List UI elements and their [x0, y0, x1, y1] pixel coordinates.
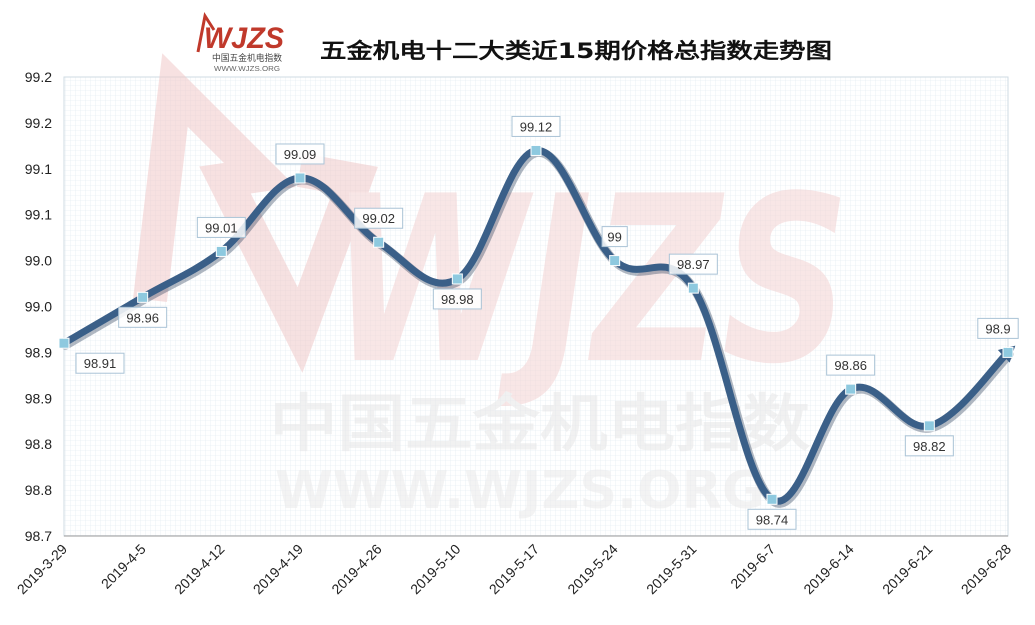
data-point — [687, 282, 699, 294]
data-point — [215, 245, 227, 257]
y-tick-label: 99.2 — [25, 115, 52, 131]
x-tick-label: 2019-5-10 — [407, 541, 464, 598]
x-tick-label: 2019-4-26 — [328, 541, 385, 598]
data-label: 98.86 — [834, 358, 867, 373]
data-label-box — [904, 435, 954, 457]
x-tick-label: 2019-4-12 — [171, 541, 228, 598]
data-point — [609, 255, 621, 267]
data-label-box — [977, 317, 1019, 339]
x-tick-label: 2019-6-14 — [800, 541, 857, 598]
y-tick-label: 99.1 — [25, 161, 52, 177]
data-label: 99.02 — [362, 211, 395, 226]
x-tick-label: 2019-4-5 — [98, 541, 149, 592]
data-label-box — [75, 352, 125, 374]
data-label-box — [747, 508, 797, 530]
logo-url: WWW.WJZS.ORG — [214, 66, 280, 73]
data-label-box — [511, 115, 561, 137]
x-tick-label: 2019-4-19 — [250, 541, 307, 598]
x-axis: 2019-3-29 2019-4-5 2019-4-12 2019-4-19 2019-… — [14, 535, 1015, 598]
y-tick-label: 98.7 — [25, 528, 52, 544]
x-tick-label: 2019-6-28 — [958, 541, 1015, 598]
data-point — [530, 144, 542, 156]
data-label-box — [668, 253, 718, 275]
watermark-arrow — [133, 53, 378, 373]
data-label-box — [275, 143, 325, 165]
data-label: 98.91 — [84, 356, 117, 371]
data-label: 99 — [607, 230, 621, 245]
logo-arrow-icon — [196, 12, 216, 53]
chart-title: 五金机电十二大类近15期价格总指数走势图 — [320, 39, 832, 63]
y-tick-label: 99.0 — [25, 299, 52, 315]
data-label-box — [196, 216, 246, 238]
y-tick-label: 98.9 — [25, 390, 52, 406]
y-tick-label: 99.1 — [25, 207, 52, 223]
data-label: 98.9 — [985, 321, 1010, 336]
data-label: 99.09 — [284, 147, 317, 162]
data-labels: 98.91 98.96 99.01 99.09 99.02 98.98 99.12 99 98.… — [75, 115, 1019, 530]
y-tick-label: 99.2 — [25, 69, 52, 85]
data-point — [1002, 346, 1014, 358]
data-label: 98.98 — [441, 292, 474, 307]
data-label: 98.97 — [677, 257, 710, 272]
data-label-box — [118, 306, 168, 328]
data-label-box — [826, 354, 876, 376]
logo-wordmark: WJZS — [204, 22, 284, 55]
data-label-box — [354, 207, 404, 229]
data-point — [845, 383, 857, 395]
logo-subtitle: 中国五金机电指数 — [212, 52, 282, 64]
x-tick-label: 2019-3-29 — [14, 541, 71, 598]
x-tick-label: 2019-5-24 — [564, 541, 621, 598]
data-label: 99.01 — [205, 220, 238, 235]
data-label: 98.82 — [913, 439, 946, 454]
y-axis: 98.7 98.8 98.8 98.9 98.9 99.0 99.0 99.1 99.1 99.2… — [25, 69, 52, 544]
data-point — [923, 420, 935, 432]
x-tick-label: 2019-5-17 — [486, 541, 543, 598]
x-tick-label: 2019-5-31 — [643, 541, 700, 598]
x-tick-label: 2019-6-21 — [879, 541, 936, 598]
x-tick-label: 2019-6-7 — [727, 541, 778, 592]
y-tick-label: 98.8 — [25, 482, 52, 498]
data-point — [58, 337, 70, 349]
data-point — [766, 493, 778, 505]
y-tick-label: 98.9 — [25, 344, 52, 360]
data-point — [137, 291, 149, 303]
data-point — [373, 236, 385, 248]
data-label: 98.74 — [756, 512, 789, 527]
data-label: 98.96 — [126, 310, 159, 325]
watermark-text-url: WWW.WJZS.ORG — [275, 461, 765, 521]
logo: WJZS 中国五金机电指数 WWW.WJZS.ORG — [196, 12, 284, 73]
data-point — [451, 273, 463, 285]
watermark-wordmark: WJZS — [330, 148, 850, 415]
watermark-text-cn: 中国五金机电指数 — [270, 387, 810, 460]
data-point — [294, 172, 306, 184]
data-label: 99.12 — [520, 119, 553, 134]
data-label-box — [432, 288, 482, 310]
data-label-box — [601, 226, 628, 248]
y-tick-label: 99.0 — [25, 253, 52, 269]
y-tick-label: 98.8 — [25, 436, 52, 452]
watermark: WJZS 中国五金机电指数 WWW.WJZS.ORG — [133, 53, 850, 521]
data-markers — [58, 144, 1014, 505]
